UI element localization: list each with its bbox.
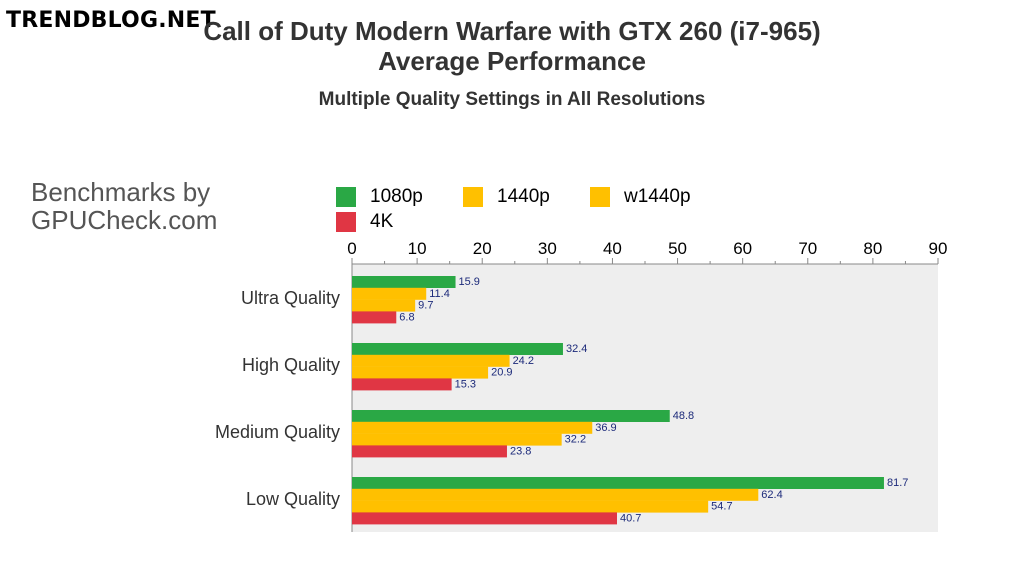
bar	[352, 366, 489, 379]
legend-label-4k: 4K	[370, 211, 394, 232]
bar-value-label: 36.9	[595, 422, 616, 434]
bar	[352, 299, 416, 312]
bar	[352, 410, 670, 422]
bar-value-label: 54.7	[711, 501, 732, 513]
x-tick-label: 0	[347, 239, 356, 258]
bar-value-label: 15.3	[455, 378, 476, 390]
x-tick-label: 50	[668, 239, 687, 258]
bar-value-label: 9.7	[418, 300, 433, 312]
bar-value-label: 11.4	[429, 288, 450, 300]
bar-value-label: 32.4	[566, 343, 587, 355]
x-tick-label: 70	[798, 239, 817, 258]
bar-value-label: 20.9	[491, 367, 512, 379]
legend-item-w1440p: w1440p	[590, 186, 691, 208]
watermark: TRENDBLOG.NET	[6, 8, 216, 33]
credit-line1: Benchmarks by	[31, 177, 211, 207]
chart-title: Call of Duty Modern Warfare with GTX 260…	[203, 16, 821, 46]
bar	[352, 477, 884, 489]
bar-value-label: 6.8	[399, 311, 414, 323]
bar-value-label: 48.8	[673, 410, 694, 422]
bar	[352, 276, 456, 288]
bar	[352, 500, 709, 513]
bar	[352, 445, 507, 458]
credit-line2: GPUCheck.com	[31, 205, 218, 235]
bar-value-label: 81.7	[887, 477, 908, 489]
x-tick-label: 20	[473, 239, 492, 258]
x-tick-label: 90	[929, 239, 948, 258]
legend-item-1440p: 1440p	[463, 186, 550, 208]
bar	[352, 354, 510, 367]
bar	[352, 311, 397, 324]
chart-subtitle: Multiple Quality Settings in All Resolut…	[318, 89, 706, 110]
bar-value-label: 15.9	[459, 276, 480, 288]
x-tick-label: 10	[408, 239, 427, 258]
bar	[352, 512, 618, 525]
category-label: Ultra Quality	[241, 288, 340, 308]
legend-swatch-4k	[336, 212, 356, 232]
category-label: High Quality	[242, 355, 340, 375]
category-label: Medium Quality	[215, 422, 340, 442]
bar-value-label: 23.8	[510, 445, 531, 457]
bar	[352, 433, 562, 446]
legend-swatch-w1440p	[590, 187, 610, 207]
category-label: Low Quality	[246, 489, 340, 509]
chart-title-line2: Average Performance	[378, 46, 646, 76]
bar	[352, 343, 563, 355]
bar	[352, 421, 593, 434]
legend-label-1440p: 1440p	[497, 186, 550, 207]
bar-value-label: 40.7	[620, 512, 641, 524]
bar-value-label: 24.2	[513, 355, 534, 367]
x-tick-label: 60	[733, 239, 752, 258]
bar	[352, 488, 759, 501]
credit: Benchmarks by GPUCheck.com	[31, 178, 217, 234]
x-tick-label: 80	[863, 239, 882, 258]
x-tick-label: 30	[538, 239, 557, 258]
legend-item-4k: 4K	[336, 211, 393, 233]
legend-item-1080p: 1080p	[336, 186, 423, 208]
x-tick-label: 40	[603, 239, 622, 258]
legend-swatch-1440p	[463, 187, 483, 207]
legend-label-w1440p: w1440p	[624, 186, 691, 207]
bar-value-label: 62.4	[761, 489, 782, 501]
legend-swatch-1080p	[336, 187, 356, 207]
bar	[352, 378, 452, 391]
legend-label-1080p: 1080p	[370, 186, 423, 207]
bar	[352, 287, 427, 300]
bar-value-label: 32.2	[565, 434, 586, 446]
